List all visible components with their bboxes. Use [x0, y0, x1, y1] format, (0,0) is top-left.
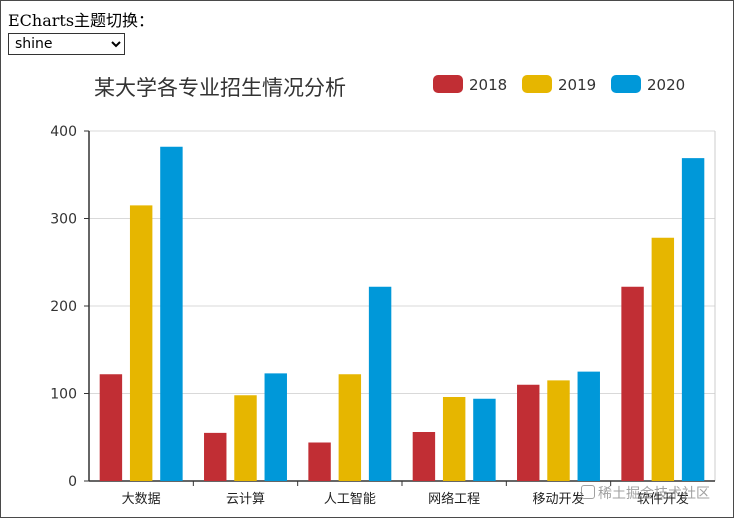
y-tick-label: 100	[50, 387, 77, 403]
bar-2018-1[interactable]	[204, 432, 227, 481]
grid-lines	[89, 130, 716, 481]
legend-swatch-2019[interactable]	[522, 75, 552, 93]
x-tick-label: 网络工程	[428, 491, 480, 507]
bar-2020-4[interactable]	[577, 371, 600, 481]
bars	[99, 146, 705, 482]
y-tick-label: 300	[50, 212, 77, 228]
legend-label-2018[interactable]: 2018	[469, 76, 507, 94]
bar-2020-3[interactable]	[473, 398, 496, 481]
y-tick-label: 0	[68, 474, 77, 490]
bar-2019-5[interactable]	[651, 237, 675, 481]
legend-swatch-2020[interactable]	[611, 75, 641, 93]
watermark: 稀土掘金技术社区	[581, 483, 710, 503]
y-tick-label: 400	[50, 124, 77, 140]
bar-2019-4[interactable]	[547, 380, 570, 481]
axis-labels: 0 100 200 300 400 大数据 云计算 人工智能 网络工程 移动开发 软件开发	[50, 124, 689, 507]
axes	[84, 130, 715, 486]
legend-swatch-2018[interactable]	[433, 75, 463, 93]
chart-title: 某大学各专业招生情况分析	[94, 76, 346, 100]
y-tick-label: 200	[50, 299, 77, 315]
x-tick-label: 云计算	[226, 492, 265, 507]
x-tick-label: 软件开发	[637, 491, 689, 507]
bar-2018-3[interactable]	[412, 432, 436, 481]
bar-2020-2[interactable]	[368, 286, 392, 481]
x-tick-label: 大数据	[122, 492, 161, 507]
bar-2019-2[interactable]	[338, 374, 362, 481]
bar-2019-0[interactable]	[129, 205, 153, 481]
theme-switch-label: ECharts主题切换：	[8, 11, 155, 30]
legend-label-2020[interactable]: 2020	[647, 76, 685, 94]
bar-2019-1[interactable]	[234, 395, 257, 481]
bar-2019-3[interactable]	[442, 397, 466, 481]
x-tick-label: 移动开发	[532, 491, 584, 507]
watermark-logo-icon	[581, 485, 595, 499]
bar-2020-0[interactable]	[160, 146, 183, 481]
x-tick-label: 人工智能	[324, 492, 376, 507]
bar-2020-5[interactable]	[681, 158, 705, 481]
theme-select[interactable]: shine	[8, 33, 125, 55]
bar-2018-2[interactable]	[308, 442, 331, 482]
bar-2018-0[interactable]	[99, 374, 123, 481]
watermark-text: 稀土掘金技术社区	[598, 486, 710, 502]
legend[interactable]: 2018 2019 2020	[433, 75, 685, 94]
bar-2018-4[interactable]	[517, 384, 540, 481]
bar-2018-5[interactable]	[621, 286, 644, 481]
legend-label-2019[interactable]: 2019	[558, 76, 596, 94]
bar-2020-1[interactable]	[264, 373, 287, 481]
